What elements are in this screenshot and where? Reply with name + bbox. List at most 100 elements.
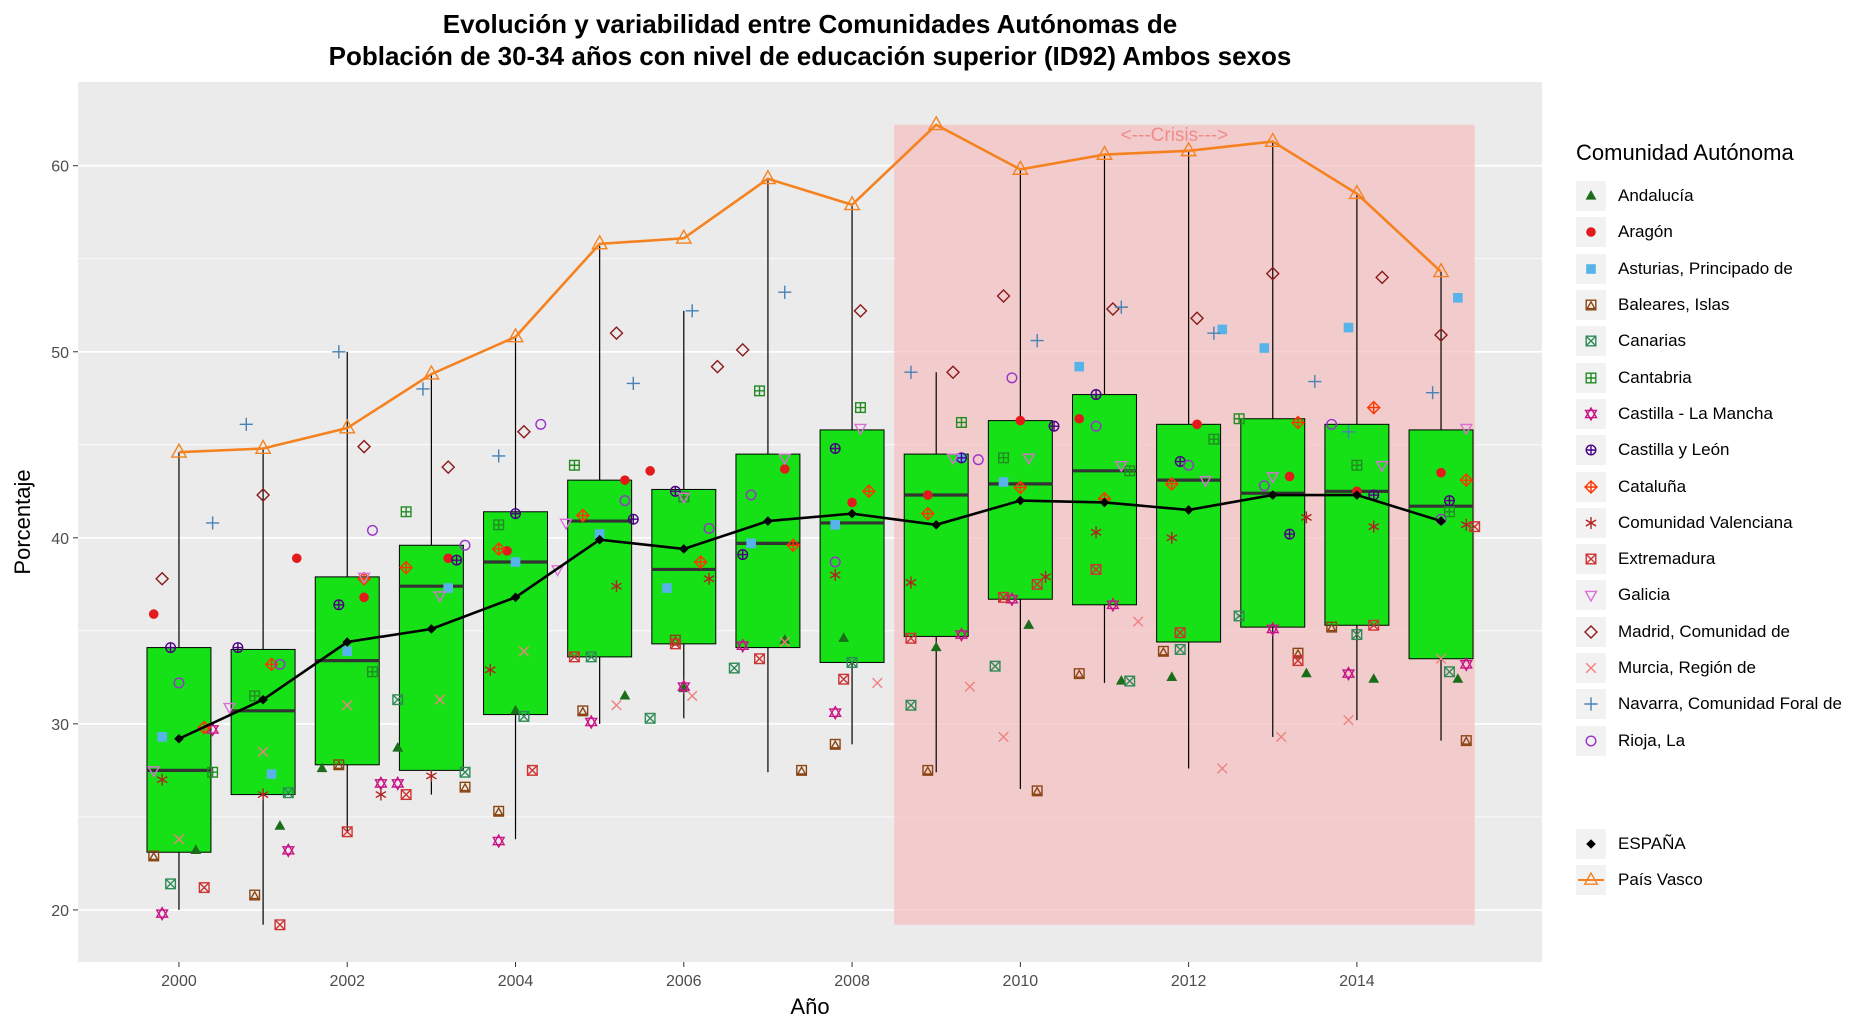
data-point	[1436, 467, 1446, 478]
series-point	[1099, 497, 1110, 508]
data-point	[443, 583, 454, 593]
data-point	[829, 443, 841, 455]
legend-label: Murcia, Región de	[1618, 658, 1756, 677]
legend-item: Cantabria	[1576, 359, 1866, 395]
data-point	[998, 477, 1009, 487]
data-point	[516, 424, 531, 439]
boxplot-2005	[567, 245, 633, 724]
points-cantabria	[207, 385, 1455, 778]
points-andaluc-a	[190, 619, 1464, 854]
data-point	[492, 833, 506, 849]
box-iqr	[398, 544, 464, 771]
points-canarias	[165, 610, 1455, 890]
boxplot-2008	[819, 204, 885, 745]
legend-key-icon	[1576, 471, 1606, 502]
legend-key-icon	[1576, 865, 1606, 896]
data-point	[828, 705, 842, 721]
data-point	[249, 889, 261, 901]
data-point	[847, 497, 857, 508]
data-point	[619, 689, 631, 700]
data-point	[1106, 597, 1120, 613]
data-point	[1023, 619, 1035, 629]
chart-title-line2: Población de 30-34 años con nivel de edu…	[328, 41, 1292, 71]
data-point	[392, 694, 404, 706]
legend-item: Castilla - La Mancha	[1576, 396, 1866, 432]
data-point	[493, 519, 505, 531]
data-point	[357, 439, 372, 454]
data-point	[518, 710, 530, 722]
series-espa-a	[174, 490, 1446, 744]
data-point	[1090, 420, 1102, 432]
data-point	[1233, 413, 1245, 425]
data-point	[584, 714, 598, 730]
x-tick-label: 2008	[834, 973, 870, 990]
data-point	[1090, 526, 1102, 539]
legend-item: Rioja, La	[1576, 722, 1866, 758]
data-point	[416, 382, 430, 396]
data-point	[946, 453, 960, 466]
series-point	[1180, 141, 1198, 157]
data-point	[905, 632, 917, 644]
data-point	[1351, 459, 1363, 471]
data-point	[206, 516, 220, 530]
data-point	[510, 704, 521, 715]
data-point	[1291, 415, 1305, 430]
data-point	[1368, 673, 1380, 683]
data-point	[685, 304, 699, 318]
data-point	[441, 460, 456, 475]
legend-key-icon	[1576, 829, 1606, 860]
boxplot-2004	[483, 336, 548, 840]
data-point	[677, 492, 691, 505]
data-point	[1090, 389, 1102, 401]
data-point	[1375, 460, 1389, 473]
data-point	[1308, 374, 1322, 389]
points-comunidad-valenciana	[156, 511, 1472, 801]
data-point	[433, 591, 447, 603]
legend-label: País Vasco	[1618, 870, 1703, 890]
legend-key-icon	[1576, 580, 1606, 611]
legend-label: Asturias, Principado de	[1618, 258, 1793, 278]
series-point	[174, 733, 184, 744]
data-point	[627, 513, 639, 525]
legend-label: Cataluña	[1618, 476, 1687, 496]
box-iqr	[1324, 423, 1390, 626]
box-iqr	[1408, 429, 1474, 660]
legend-label: Navarra, Comunidad Foral de	[1618, 694, 1842, 714]
data-point	[1005, 591, 1019, 607]
data-point	[644, 712, 656, 724]
points-castilla-la-mancha	[155, 591, 1473, 922]
series-point	[1436, 516, 1446, 526]
data-point	[493, 805, 505, 817]
data-point	[779, 464, 790, 474]
series-point	[1348, 184, 1366, 200]
data-point	[575, 508, 590, 523]
data-point	[559, 518, 573, 531]
series-point	[594, 534, 605, 545]
data-point	[155, 906, 169, 922]
legend-item: Castilla y León	[1576, 432, 1866, 468]
data-point	[830, 519, 841, 530]
data-point	[1435, 653, 1447, 665]
legend-item: Extremadura	[1576, 541, 1866, 577]
data-point	[669, 638, 681, 650]
data-point	[1013, 480, 1028, 495]
data-point	[998, 731, 1009, 743]
data-point	[1030, 334, 1044, 348]
x-tick-label: 2010	[1003, 973, 1039, 990]
series-point	[1015, 495, 1026, 506]
data-point	[746, 538, 756, 549]
y-tick-label: 20	[51, 903, 69, 920]
data-point	[1164, 476, 1179, 491]
data-point	[745, 489, 757, 501]
data-point	[954, 627, 969, 642]
data-point	[996, 288, 1011, 303]
x-tick-label: 2002	[329, 973, 365, 990]
data-point	[1452, 673, 1464, 683]
data-point	[737, 549, 749, 561]
data-point	[846, 656, 858, 668]
data-point	[611, 580, 622, 593]
data-point	[1292, 655, 1304, 667]
data-point	[1368, 520, 1380, 533]
data-point	[1048, 420, 1060, 432]
box-iqr	[1240, 418, 1306, 628]
